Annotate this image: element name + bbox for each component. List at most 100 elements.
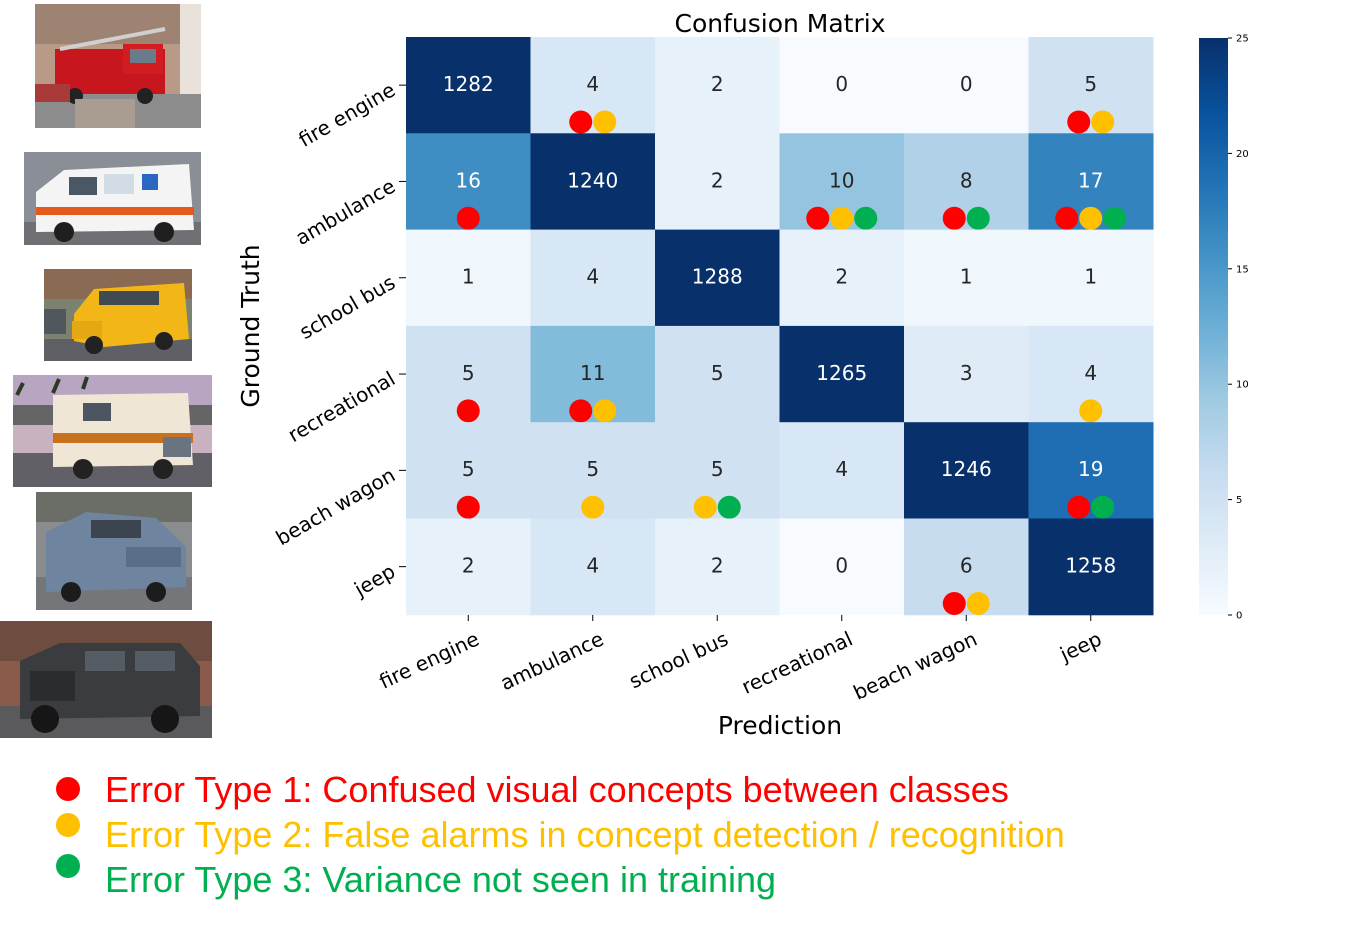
x-axis-label: Prediction: [718, 711, 842, 740]
error-type-1-marker: [1067, 495, 1091, 519]
error-type-1-marker: [569, 110, 593, 134]
y-tick-label: recreational: [284, 366, 400, 447]
error-type-2-marker: [966, 592, 990, 615]
cell-value-label: 0: [835, 72, 848, 96]
cell-value-label: 8: [960, 168, 973, 192]
legend-label: Error Type 3: Variance not seen in train…: [105, 859, 777, 900]
colorbar-tick-label: 5: [1236, 495, 1242, 506]
cell-value-label: 1282: [443, 72, 494, 96]
x-tick-label: beach wagon: [850, 627, 981, 705]
cell-value-label: 16: [456, 168, 481, 192]
cell-value-label: 4: [586, 72, 599, 96]
colorbar-ticks: 0 5 10 15 20 25: [1228, 34, 1249, 622]
heatmap-cell: [655, 325, 780, 423]
legend-label: Error Type 1: Confused visual concepts b…: [105, 769, 1009, 810]
error-type-3-marker: [854, 206, 878, 230]
cell-value-label: 5: [462, 457, 475, 481]
error-type-3-marker: [966, 206, 990, 230]
cell-value-label: 5: [1084, 72, 1097, 96]
cell-value-label: 2: [835, 265, 848, 289]
error-type-2-marker: [693, 495, 717, 519]
error-type-3-marker: [1103, 206, 1127, 230]
cell-value-label: 1258: [1065, 554, 1116, 578]
cell-value-label: 3: [960, 361, 973, 385]
heatmap-cell: [1028, 422, 1154, 519]
cell-value-label: 10: [829, 168, 854, 192]
x-tick-label: ambulance: [497, 627, 608, 696]
colorbar-tick-label: 0: [1236, 611, 1242, 622]
error-type-1-marker: [806, 206, 830, 230]
cell-value-label: 2: [711, 554, 724, 578]
x-tick-label: school bus: [625, 627, 731, 694]
error-type-1-marker: [569, 399, 593, 423]
heatmap-cell: [904, 229, 1029, 327]
error-type-3-marker: [717, 495, 741, 519]
cell-value-label: 0: [835, 554, 848, 578]
heatmap-cell: [406, 518, 531, 616]
x-tick-label: jeep: [1055, 627, 1105, 667]
heatmap-cell: [904, 133, 1029, 231]
error-type-2-marker: [830, 206, 854, 230]
yellow-dot-icon: [56, 813, 80, 837]
error-type-1-marker: [456, 495, 480, 519]
y-tick-label: fire engine: [294, 77, 399, 151]
heatmap-cell: [1028, 37, 1154, 134]
heatmap-cell: [530, 229, 656, 327]
cell-value-label: 5: [711, 457, 724, 481]
cell-value-label: 1265: [816, 361, 867, 385]
recreational-photo: [13, 375, 212, 487]
cell-value-label: 4: [1084, 361, 1097, 385]
chart-title: Confusion Matrix: [674, 9, 885, 38]
heatmap-cell: [1028, 518, 1154, 616]
heatmap-cell: [779, 422, 905, 519]
heatmap-cell: [779, 325, 905, 423]
colorbar-tick-label: 10: [1236, 380, 1249, 391]
cell-value-label: 17: [1078, 168, 1103, 192]
heatmap-cell: [530, 325, 656, 423]
cell-value-label: 11: [580, 361, 605, 385]
error-type-3-marker: [1091, 495, 1115, 519]
heatmap-cell: [530, 133, 656, 231]
beach-wagon-photo: [36, 492, 192, 610]
fire-engine-photo: [35, 4, 201, 128]
green-dot-icon: [56, 854, 80, 878]
cell-value-label: 19: [1078, 457, 1103, 481]
cell-value-label: 2: [462, 554, 475, 578]
cell-value-label: 1288: [692, 265, 743, 289]
cell-value-label: 5: [711, 361, 724, 385]
heatmap-cell: [1028, 229, 1154, 327]
ambulance-photo: [24, 152, 201, 245]
error-type-2-marker: [1091, 110, 1115, 134]
cell-value-label: 1: [960, 265, 973, 289]
colorbar: [1199, 38, 1228, 615]
cell-value-label: 2: [711, 72, 724, 96]
error-type-2-marker: [1079, 399, 1103, 423]
school-bus-photo: [44, 269, 192, 361]
cell-value-label: 2: [711, 168, 724, 192]
cell-value-label: 0: [960, 72, 973, 96]
x-tick-label: fire engine: [375, 627, 482, 694]
cell-value-label: 5: [586, 457, 599, 481]
error-legend: Error Type 1: Confused visual concepts b…: [50, 770, 1300, 920]
y-tick-label: school bus: [295, 270, 399, 344]
heatmap-cell: [904, 37, 1029, 134]
error-type-1-marker: [942, 592, 966, 615]
error-type-2-marker: [593, 110, 617, 134]
cell-value-label: 4: [586, 554, 599, 578]
error-type-2-marker: [593, 399, 617, 423]
colorbar-tick-label: 20: [1236, 149, 1249, 160]
heatmap-cell: [655, 133, 780, 231]
heatmap-cell: [655, 37, 780, 134]
heatmap-cell: [406, 229, 531, 327]
cell-value-label: 5: [462, 361, 475, 385]
jeep-photo: [0, 621, 212, 738]
cell-value-label: 1240: [567, 168, 618, 192]
cell-value-label: 1: [462, 265, 475, 289]
heatmap-cell: [655, 518, 780, 616]
y-tick-label: ambulance: [291, 174, 399, 250]
error-type-1-marker: [942, 206, 966, 230]
heatmap-cell: [779, 518, 905, 616]
error-type-1-marker: [1067, 110, 1091, 134]
y-axis-label: Ground Truth: [236, 244, 265, 407]
cell-value-label: 1246: [941, 457, 992, 481]
